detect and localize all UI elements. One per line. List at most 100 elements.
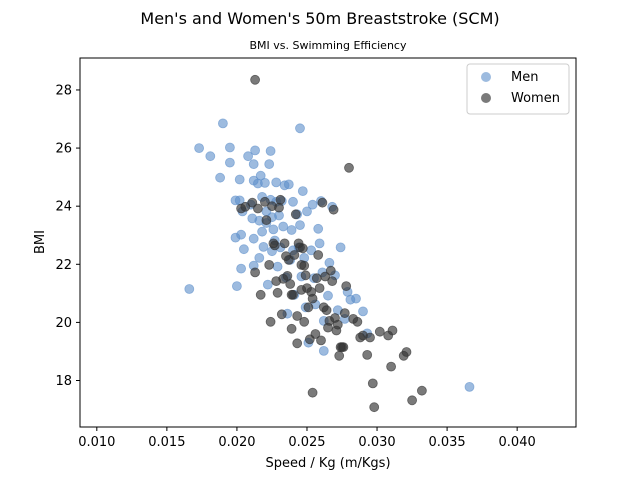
data-point [302,206,312,217]
data-point [275,194,286,205]
legend-label-men: Men [511,70,538,85]
data-point [286,225,297,235]
chart-title: Men's and Women's 50m Breaststroke (SCM) [140,9,499,28]
x-tick-label: 0.040 [499,435,536,450]
data-point [292,311,303,321]
data-point [262,279,273,290]
data-point [215,172,226,183]
data-point [286,323,297,334]
data-point [295,123,305,134]
data-point [265,146,276,156]
data-point [401,347,412,357]
data-point [358,306,368,317]
data-point [252,203,263,214]
x-tick-label: 0.015 [148,435,185,450]
legend-label-women: Women [511,91,560,106]
legend-marker-men [481,72,491,82]
data-point [261,215,272,226]
data-point [367,378,378,389]
data-point [351,293,361,304]
data-point [352,316,363,327]
data-point [288,289,298,300]
data-point [339,308,350,319]
data-point [300,270,311,281]
data-point [386,361,397,372]
legend-marker-women [481,93,491,103]
x-tick-label: 0.030 [358,435,395,450]
data-point [334,350,345,361]
data-point [250,267,261,278]
data-point [313,250,324,260]
data-point [374,326,385,337]
y-axis-label: BMI [33,230,48,254]
data-point [231,281,242,292]
data-point [254,252,265,263]
x-axis: 0.010 0.015 0.020 0.025 0.030 0.035 0.040 [78,427,536,450]
y-tick-label: 26 [55,142,72,157]
data-point [318,345,329,356]
data-point [272,261,283,272]
data-point [250,145,261,156]
x-tick-label: 0.020 [218,435,255,450]
y-tick-label: 24 [55,200,72,215]
data-point [259,196,270,207]
data-point [335,242,346,253]
data-point [323,290,333,301]
data-point [314,283,325,294]
data-point [265,316,276,327]
data-point [234,174,245,185]
data-point [317,197,328,208]
data-point [307,293,318,304]
data-point [316,335,326,346]
data-point [271,177,282,188]
data-point [278,221,289,232]
x-axis-label: Speed / Kg (m/Kgs) [265,456,390,471]
data-point [341,281,352,292]
data-point [407,395,418,406]
data-point [282,270,293,281]
data-point [311,273,322,284]
data-point [194,143,205,154]
legend-box [466,63,570,115]
data-point [255,170,266,181]
series-women [236,74,427,413]
data-point [264,159,275,170]
data-point [332,319,343,330]
x-tick-label: 0.010 [78,435,115,450]
data-point [250,74,261,85]
data-point [224,142,235,153]
legend: Men Women [466,63,570,115]
data-point [184,284,195,294]
y-tick-label: 28 [55,83,72,98]
data-point [255,289,266,300]
data-point [272,287,283,298]
data-point [259,177,270,188]
data-point [325,265,336,276]
chart-subtitle: BMI vs. Swimming Efficiency [250,39,407,52]
data-point [313,223,324,234]
data-point [236,229,247,240]
data-point [299,260,310,271]
data-point [285,279,296,289]
y-tick-label: 20 [55,316,72,331]
data-point [362,349,373,360]
data-point [464,381,475,392]
data-point [258,241,269,252]
data-point [387,325,398,336]
x-tick-label: 0.035 [428,435,465,450]
data-point [416,385,427,396]
data-point [217,118,228,129]
data-point [288,196,298,207]
plot-area [184,74,475,413]
data-point [279,238,290,249]
data-point [307,387,318,398]
data-point [310,329,321,339]
data-point [327,276,338,287]
data-point [314,238,325,249]
data-point [369,402,380,413]
data-point [324,257,335,268]
data-point [297,243,308,254]
data-point [224,157,235,168]
y-axis: 18 20 22 24 26 28 [55,83,80,389]
data-point [292,338,303,349]
